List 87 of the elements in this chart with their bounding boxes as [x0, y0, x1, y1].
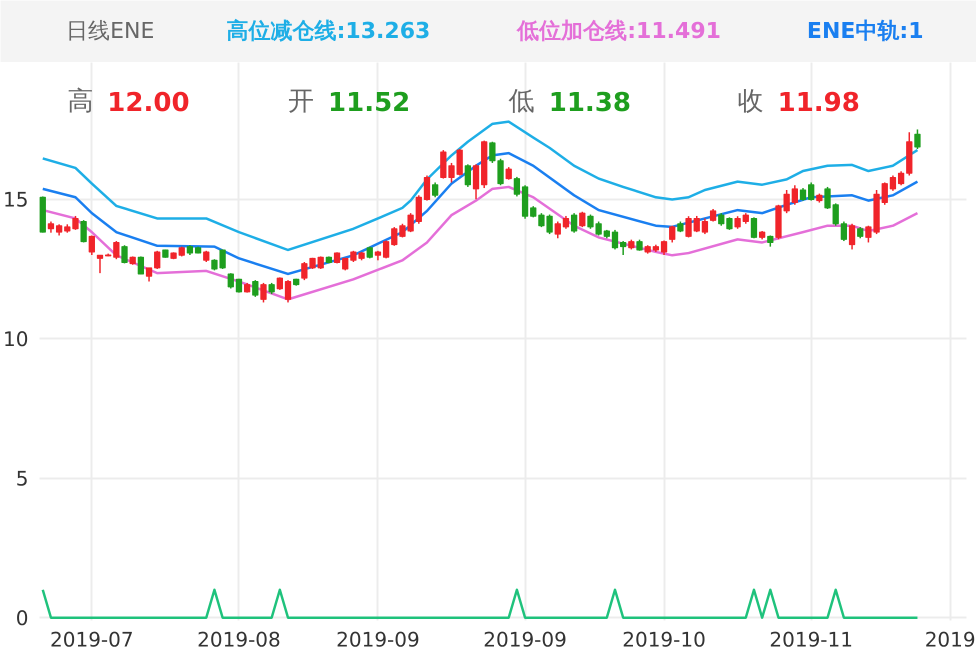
candlestick	[882, 182, 888, 206]
candlestick	[472, 164, 480, 200]
candlestick	[268, 282, 275, 295]
candlestick	[366, 246, 373, 260]
candlestick	[48, 220, 54, 234]
candlestick	[612, 229, 618, 250]
candlestick	[146, 266, 152, 282]
candlestick	[620, 240, 626, 256]
candlestick	[554, 220, 561, 240]
candlestick	[301, 261, 308, 281]
candlestick	[489, 140, 496, 164]
candlestick	[824, 186, 831, 210]
candlestick	[710, 208, 716, 222]
candlestick	[96, 254, 104, 274]
y-tick-label: 0	[16, 606, 29, 630]
candlestick	[178, 246, 185, 258]
candlestick	[374, 250, 382, 262]
candlestick	[72, 215, 79, 231]
candlestick	[514, 176, 520, 198]
candlestick	[228, 272, 234, 290]
text: 高位减仓线:13.263	[226, 18, 430, 44]
candlestick	[848, 223, 856, 250]
candlestick	[121, 244, 128, 264]
candlestick	[546, 214, 553, 235]
y-tick-label: 5	[16, 466, 29, 491]
candlestick	[284, 279, 292, 304]
candlestick	[579, 211, 586, 228]
text: 低位加仓线:11.491	[516, 19, 721, 44]
annotation: 收 11.98	[738, 86, 860, 118]
candlestick	[530, 205, 536, 218]
candlestick	[570, 212, 578, 234]
candlestick	[677, 220, 684, 233]
candlestick	[424, 174, 430, 202]
x-tick-label: 2019-09	[483, 628, 567, 649]
candlestick	[318, 256, 324, 270]
candlestick	[694, 215, 700, 233]
candlestick	[890, 174, 896, 192]
candlestick	[718, 212, 724, 226]
candlestick	[636, 238, 643, 252]
candlestick	[276, 276, 283, 291]
candlestick	[562, 215, 570, 230]
candlestick	[506, 166, 512, 180]
candlestick	[464, 164, 472, 188]
candlestick	[750, 216, 758, 240]
x-tick-label: 2019-09	[336, 628, 420, 649]
candlestick	[432, 182, 438, 198]
line-series	[42, 120, 919, 252]
candlestick	[587, 214, 594, 230]
candlestick	[448, 162, 455, 184]
candlestick	[808, 182, 814, 202]
candlestick	[538, 212, 545, 228]
text: ENE中轨:1	[806, 19, 924, 44]
x-tick-label: 2019	[924, 628, 976, 649]
y-tick-label: 15	[3, 188, 29, 212]
candlestick	[669, 224, 676, 244]
x-tick-label: 2019-10	[622, 628, 706, 649]
annotation: 高 12.00	[67, 86, 190, 118]
candlestick	[252, 279, 258, 298]
candlestick	[211, 258, 218, 272]
x-tick-label: 2019-11	[769, 628, 853, 649]
candlestick	[628, 238, 634, 250]
candlestick	[219, 248, 226, 270]
candlestick	[497, 158, 504, 186]
candlestick	[914, 128, 921, 150]
candlestick	[702, 218, 708, 235]
candlestick	[236, 278, 242, 294]
candlestick	[660, 240, 668, 256]
candlestick	[767, 234, 774, 248]
candlestick	[726, 216, 733, 231]
candlestick	[203, 250, 210, 263]
candlestick	[399, 223, 406, 238]
candlestick	[186, 244, 194, 256]
y-tick-label: 10	[3, 327, 29, 352]
candlestick	[800, 187, 806, 202]
chart-title: 日线ENE	[66, 19, 154, 44]
candlestick	[857, 226, 864, 240]
annotation: 开 11.52	[288, 86, 410, 118]
x-tick-label: 2019-08	[197, 628, 281, 649]
candlestick	[260, 282, 267, 304]
annotation: 低 11.38	[508, 86, 631, 118]
candlestick	[80, 219, 87, 244]
candlestick	[88, 234, 95, 256]
candlestick	[154, 250, 160, 270]
x-tick-label: 2019-07	[50, 628, 134, 649]
candlestick	[334, 251, 340, 264]
candlestick	[865, 224, 872, 244]
candlestick	[685, 215, 692, 238]
